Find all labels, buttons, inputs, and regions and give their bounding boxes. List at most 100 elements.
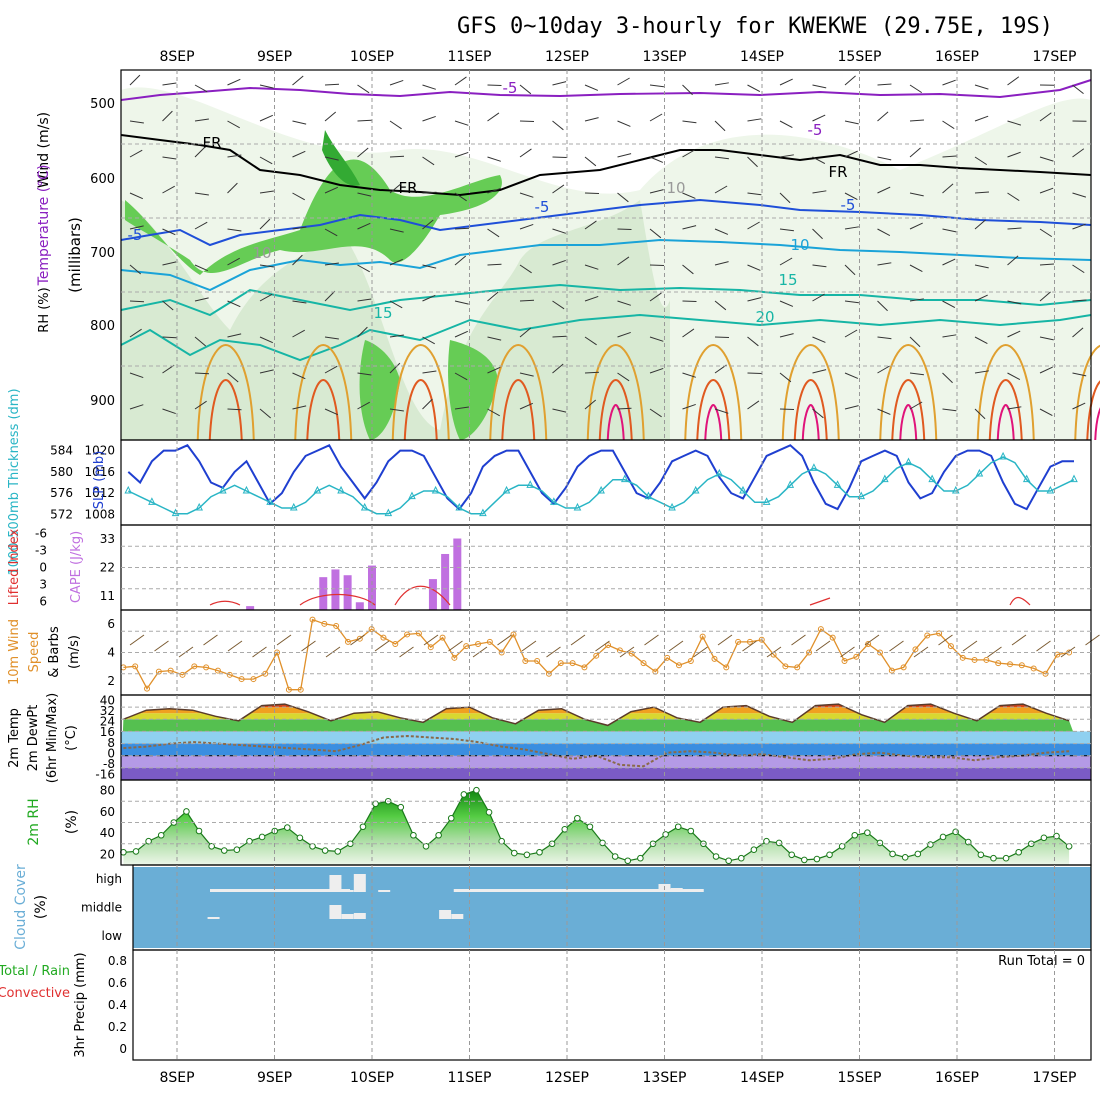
- wind-barb: [325, 84, 339, 85]
- contour-label: -5: [808, 121, 823, 139]
- axis-title: Speed: [27, 632, 42, 673]
- wind-barb: [488, 157, 501, 161]
- tick-label: 80: [100, 784, 115, 798]
- tick-label: 11: [100, 589, 115, 603]
- axis-title: Cloud Cover: [13, 864, 29, 950]
- rh-point: [511, 850, 517, 856]
- wind-barb-10m: [522, 641, 536, 651]
- wind-barb: [390, 121, 402, 129]
- rh-point: [587, 824, 593, 830]
- wind-barb: [878, 112, 889, 121]
- wind-barb: [943, 121, 955, 129]
- wind-barb: [228, 79, 241, 85]
- cape-bar: [429, 579, 437, 610]
- axis-title: (°C): [64, 725, 79, 751]
- tick-label: -3: [35, 544, 47, 558]
- rh-point: [499, 838, 505, 844]
- date-label-bottom: 10SEP: [350, 1070, 394, 1086]
- wind-barb-10m: [718, 635, 732, 645]
- rh-point: [953, 829, 959, 835]
- tick-label: 40: [100, 826, 115, 840]
- rh-point: [638, 855, 644, 861]
- rh-point: [196, 828, 202, 834]
- rh-point: [537, 849, 543, 855]
- rh-point: [322, 848, 328, 854]
- wind-barb: [585, 118, 599, 121]
- axis-title: (%): [64, 810, 80, 834]
- run-total: Run Total = 0: [998, 954, 1085, 969]
- cape-bar: [344, 575, 352, 610]
- wind-barb: [618, 154, 632, 157]
- wind-barb-10m: [449, 641, 463, 651]
- date-label-top: 16SEP: [935, 49, 979, 65]
- wind-barb: [520, 85, 531, 94]
- rh-point: [310, 844, 316, 850]
- tick-label: 600: [90, 172, 115, 187]
- temp-fill-band: [121, 768, 1091, 780]
- wind-barb: [878, 84, 892, 85]
- rh-point: [764, 838, 770, 844]
- rh-point: [726, 858, 732, 864]
- rh-point: [411, 832, 417, 838]
- thickness-point: [1071, 476, 1077, 482]
- tick-label: high: [96, 872, 122, 886]
- wind-barb: [878, 157, 892, 160]
- axis-title: (6hr Min/Max): [45, 693, 60, 783]
- rh-point: [776, 840, 782, 846]
- tick-label: 0.2: [108, 1020, 127, 1034]
- thickness-point: [1000, 453, 1006, 459]
- contour-label: 10: [666, 179, 685, 197]
- date-label-top: 17SEP: [1033, 49, 1077, 65]
- wind-barb-10m: [155, 641, 169, 651]
- wind-barb: [715, 83, 729, 85]
- wind-barb-10m: [277, 635, 291, 645]
- axis-title: CAPE (J/kg): [69, 531, 84, 603]
- wind-barb-10m: [130, 635, 144, 645]
- tick-label: 0.4: [108, 998, 127, 1012]
- date-label-bottom: 13SEP: [643, 1070, 687, 1086]
- rh-point: [575, 815, 581, 821]
- rh-point: [852, 832, 858, 838]
- rh-point: [612, 854, 618, 860]
- wind-barb: [975, 85, 988, 89]
- rh-point: [751, 847, 757, 853]
- tick-label: 3: [39, 578, 47, 592]
- wind-barb: [813, 85, 827, 88]
- date-label-top: 9SEP: [257, 49, 292, 65]
- thickness-line: [128, 457, 1074, 514]
- tick-label: 22: [100, 561, 115, 575]
- cloud-background: [133, 867, 1091, 948]
- rh-point: [1016, 849, 1022, 855]
- wind-barb-10m: [1086, 635, 1100, 645]
- wind-barb-10m: [669, 641, 683, 651]
- wind-barb: [358, 85, 370, 93]
- tick-label: 700: [90, 246, 115, 261]
- rh-point: [688, 828, 694, 834]
- wind-barb-10m: [890, 641, 904, 651]
- contour-label: FR: [398, 179, 417, 197]
- rh-point: [713, 854, 719, 860]
- date-label-top: 14SEP: [740, 49, 784, 65]
- wind-barb: [910, 120, 924, 121]
- rh-point: [524, 852, 530, 858]
- cape-bar: [453, 539, 461, 610]
- wind-barb: [358, 120, 372, 121]
- rh-point: [285, 825, 291, 831]
- tick-label: 0.8: [108, 954, 127, 968]
- tick-label: 6: [39, 595, 47, 609]
- rh-point: [928, 842, 934, 848]
- contour-label: -5: [535, 198, 550, 216]
- rh-point: [814, 856, 820, 862]
- rh-point: [221, 848, 227, 854]
- contour-label: 15: [373, 304, 392, 322]
- precip-legend-convective: Convective: [0, 986, 70, 1001]
- rh-point: [789, 852, 795, 858]
- cloud-middle-bar: [208, 917, 220, 919]
- date-label-bottom: 15SEP: [838, 1070, 882, 1086]
- rh-point: [133, 849, 139, 855]
- date-label-top: 10SEP: [350, 49, 394, 65]
- rh-point: [877, 840, 883, 846]
- wind-barb: [553, 121, 564, 130]
- rh-point: [158, 832, 164, 838]
